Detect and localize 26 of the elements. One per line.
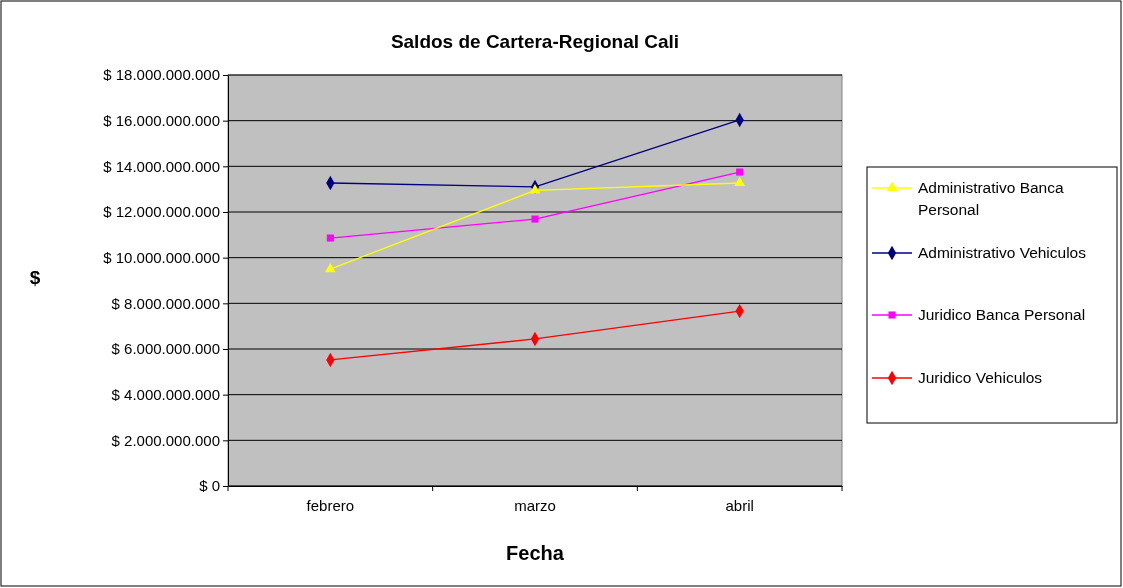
x-tick-label: febrero bbox=[306, 496, 355, 514]
x-axis-title: Fecha bbox=[506, 542, 565, 564]
chart-title: Saldos de Cartera-Regional Cali bbox=[390, 31, 680, 52]
y-tick-label: $ 2.000.000.000 bbox=[111, 431, 220, 449]
y-tick-label: $ 8.000.000.000 bbox=[111, 294, 220, 312]
x-tick-label: marzo bbox=[514, 496, 556, 514]
point bbox=[324, 262, 336, 273]
point bbox=[326, 234, 334, 242]
y-axis-title: $ bbox=[29, 267, 41, 288]
legend-label: Administrativo Banca Personal bbox=[918, 179, 1064, 218]
legend-label: Juridico Vehiculos bbox=[918, 369, 1043, 386]
legend-label: Administrativo Vehiculos bbox=[918, 244, 1087, 261]
legend-label: Juridico Banca Personal bbox=[918, 306, 1086, 323]
point bbox=[531, 215, 539, 223]
y-tick-label: $ 14.000.000.000 bbox=[103, 157, 220, 175]
point bbox=[734, 176, 746, 187]
y-tick-label: $ 10.000.000.000 bbox=[103, 248, 220, 266]
y-tick-label: $ 6.000.000.000 bbox=[111, 340, 220, 358]
point bbox=[736, 168, 744, 176]
y-tick-label: $ 4.000.000.000 bbox=[111, 385, 220, 403]
y-tick-label: $ 18.000.000.000 bbox=[103, 66, 220, 84]
y-tick-label: $ 0 bbox=[199, 477, 220, 495]
y-tick-label: $ 16.000.000.000 bbox=[103, 111, 220, 129]
point bbox=[529, 184, 541, 194]
y-tick-label: $ 12.000.000.000 bbox=[103, 203, 220, 221]
x-tick-label: abril bbox=[725, 496, 754, 514]
